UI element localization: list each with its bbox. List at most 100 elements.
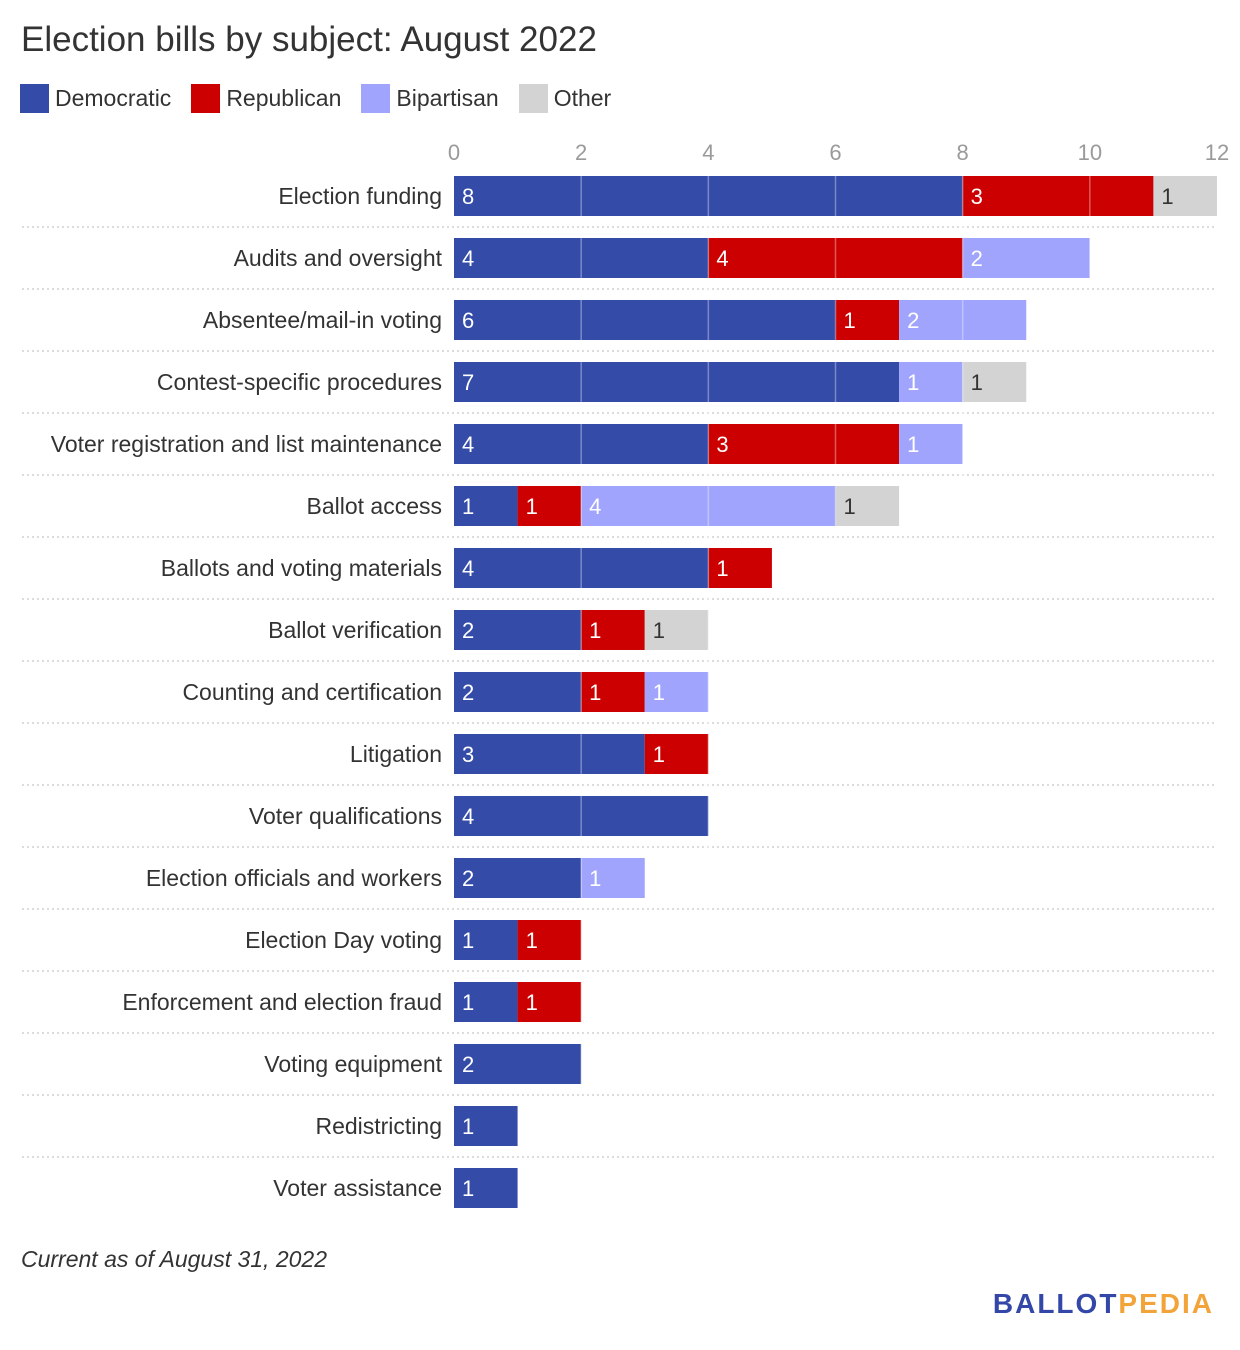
category-label-voter-registration-and-list-maintenance: Voter registration and list maintenance: [51, 431, 442, 457]
bar-segment-democratic: [454, 300, 836, 340]
data-label: 3: [971, 184, 983, 209]
category-label-ballot-verification: Ballot verification: [268, 617, 442, 643]
category-label-contest-specific-procedures: Contest-specific procedures: [157, 369, 442, 395]
data-label: 1: [462, 1114, 474, 1139]
data-label: 8: [462, 184, 474, 209]
bar-segment-republican: [708, 424, 900, 464]
legend: Democratic Republican Bipartisan Other: [20, 84, 631, 113]
bar-segment-republican: [644, 734, 709, 774]
bar-segment-democratic: [454, 362, 900, 402]
bar-segment-bipartisan: [581, 858, 645, 898]
legend-swatch-democratic: [20, 84, 49, 113]
data-label: 1: [907, 370, 919, 395]
bar-segment-democratic: [454, 734, 645, 774]
category-label-voter-assistance: Voter assistance: [273, 1175, 442, 1201]
bar-segment-republican: [962, 176, 1154, 216]
footnote: Current as of August 31, 2022: [21, 1246, 328, 1272]
legend-item-democratic: Democratic: [20, 84, 171, 113]
bar-segment-democratic: [454, 920, 518, 960]
bar-segment-republican: [708, 238, 963, 278]
data-label: 2: [462, 1052, 474, 1077]
bar-segment-other: [1153, 176, 1217, 216]
legend-swatch-republican: [191, 84, 221, 113]
data-label: 1: [971, 370, 983, 395]
data-label: 2: [462, 618, 474, 643]
bar-segment-democratic: [454, 548, 709, 588]
bar-segment-democratic: [454, 238, 709, 278]
data-label: 4: [462, 556, 474, 581]
data-label: 1: [1161, 184, 1173, 209]
logo-part-pedia: PEDIA: [1118, 1288, 1214, 1319]
data-label: 1: [907, 432, 919, 457]
data-label: 4: [716, 246, 728, 271]
legend-item-other: Other: [518, 84, 612, 113]
data-label: 1: [462, 1176, 474, 1201]
category-label-election-day-voting: Election Day voting: [245, 927, 442, 953]
data-label: 3: [716, 432, 728, 457]
bar-segment-republican: [581, 610, 645, 650]
bar-segment-democratic: [454, 1106, 518, 1146]
x-tick-label: 6: [829, 140, 841, 165]
bar-segment-democratic: [454, 982, 518, 1022]
data-label: 1: [462, 990, 474, 1015]
bar-segment-democratic: [454, 796, 709, 836]
bar-segment-democratic: [454, 1168, 518, 1208]
bar-segment-other: [835, 486, 900, 526]
data-label: 4: [462, 246, 474, 271]
data-label: 1: [462, 494, 474, 519]
logo-part-ballot: BALLOT: [992, 1288, 1119, 1319]
category-label-election-officials-and-workers: Election officials and workers: [146, 865, 442, 891]
data-label: 1: [526, 494, 538, 519]
x-tick-label: 8: [957, 140, 969, 165]
data-label: 3: [462, 742, 474, 767]
data-label: 6: [462, 308, 474, 333]
data-label: 1: [716, 556, 728, 581]
data-label: 1: [844, 308, 856, 333]
bar-segment-bipartisan: [899, 424, 963, 464]
data-label: 1: [526, 990, 538, 1015]
data-label: 1: [653, 742, 665, 767]
legend-swatch-bipartisan: [361, 84, 391, 113]
data-label: 2: [462, 866, 474, 891]
ballotpedia-logo: BALLOTPEDIA: [993, 1288, 1214, 1320]
category-label-audits-and-oversight: Audits and oversight: [234, 245, 443, 271]
bar-segment-democratic: [454, 1044, 582, 1084]
data-label: 2: [971, 246, 983, 271]
data-label: 4: [462, 804, 474, 829]
data-label: 1: [589, 680, 601, 705]
data-label: 4: [589, 494, 601, 519]
bar-segment-bipartisan: [962, 238, 1090, 278]
data-label: 1: [653, 680, 665, 705]
data-label: 1: [589, 866, 601, 891]
bar-segment-democratic: [454, 610, 582, 650]
legend-swatch-other: [518, 84, 548, 113]
legend-label-bipartisan: Bipartisan: [396, 85, 499, 111]
bar-segment-republican: [835, 300, 900, 340]
x-tick-label: 4: [702, 140, 714, 165]
data-label: 1: [526, 928, 538, 953]
legend-label-other: Other: [553, 85, 612, 111]
bar-segment-bipartisan: [581, 486, 836, 526]
legend-label-democratic: Democratic: [55, 85, 172, 111]
x-tick-label: 10: [1078, 140, 1102, 165]
data-label: 1: [462, 928, 474, 953]
category-label-voting-equipment: Voting equipment: [264, 1051, 442, 1077]
data-label: 7: [462, 370, 474, 395]
legend-label-republican: Republican: [226, 85, 342, 111]
data-label: 2: [907, 308, 919, 333]
bar-segment-bipartisan: [644, 672, 709, 712]
legend-item-republican: Republican: [191, 84, 341, 113]
data-label: 4: [462, 432, 474, 457]
bar-segment-republican: [517, 920, 582, 960]
bar-segment-other: [644, 610, 709, 650]
data-label: 2: [462, 680, 474, 705]
category-label-election-funding: Election funding: [278, 183, 442, 209]
data-label: 1: [653, 618, 665, 643]
bar-segment-republican: [708, 548, 772, 588]
bar-segment-democratic: [454, 486, 518, 526]
x-tick-label: 12: [1205, 140, 1229, 165]
bar-segment-republican: [517, 486, 582, 526]
category-label-counting-and-certification: Counting and certification: [182, 679, 442, 705]
bar-segment-democratic: [454, 858, 582, 898]
